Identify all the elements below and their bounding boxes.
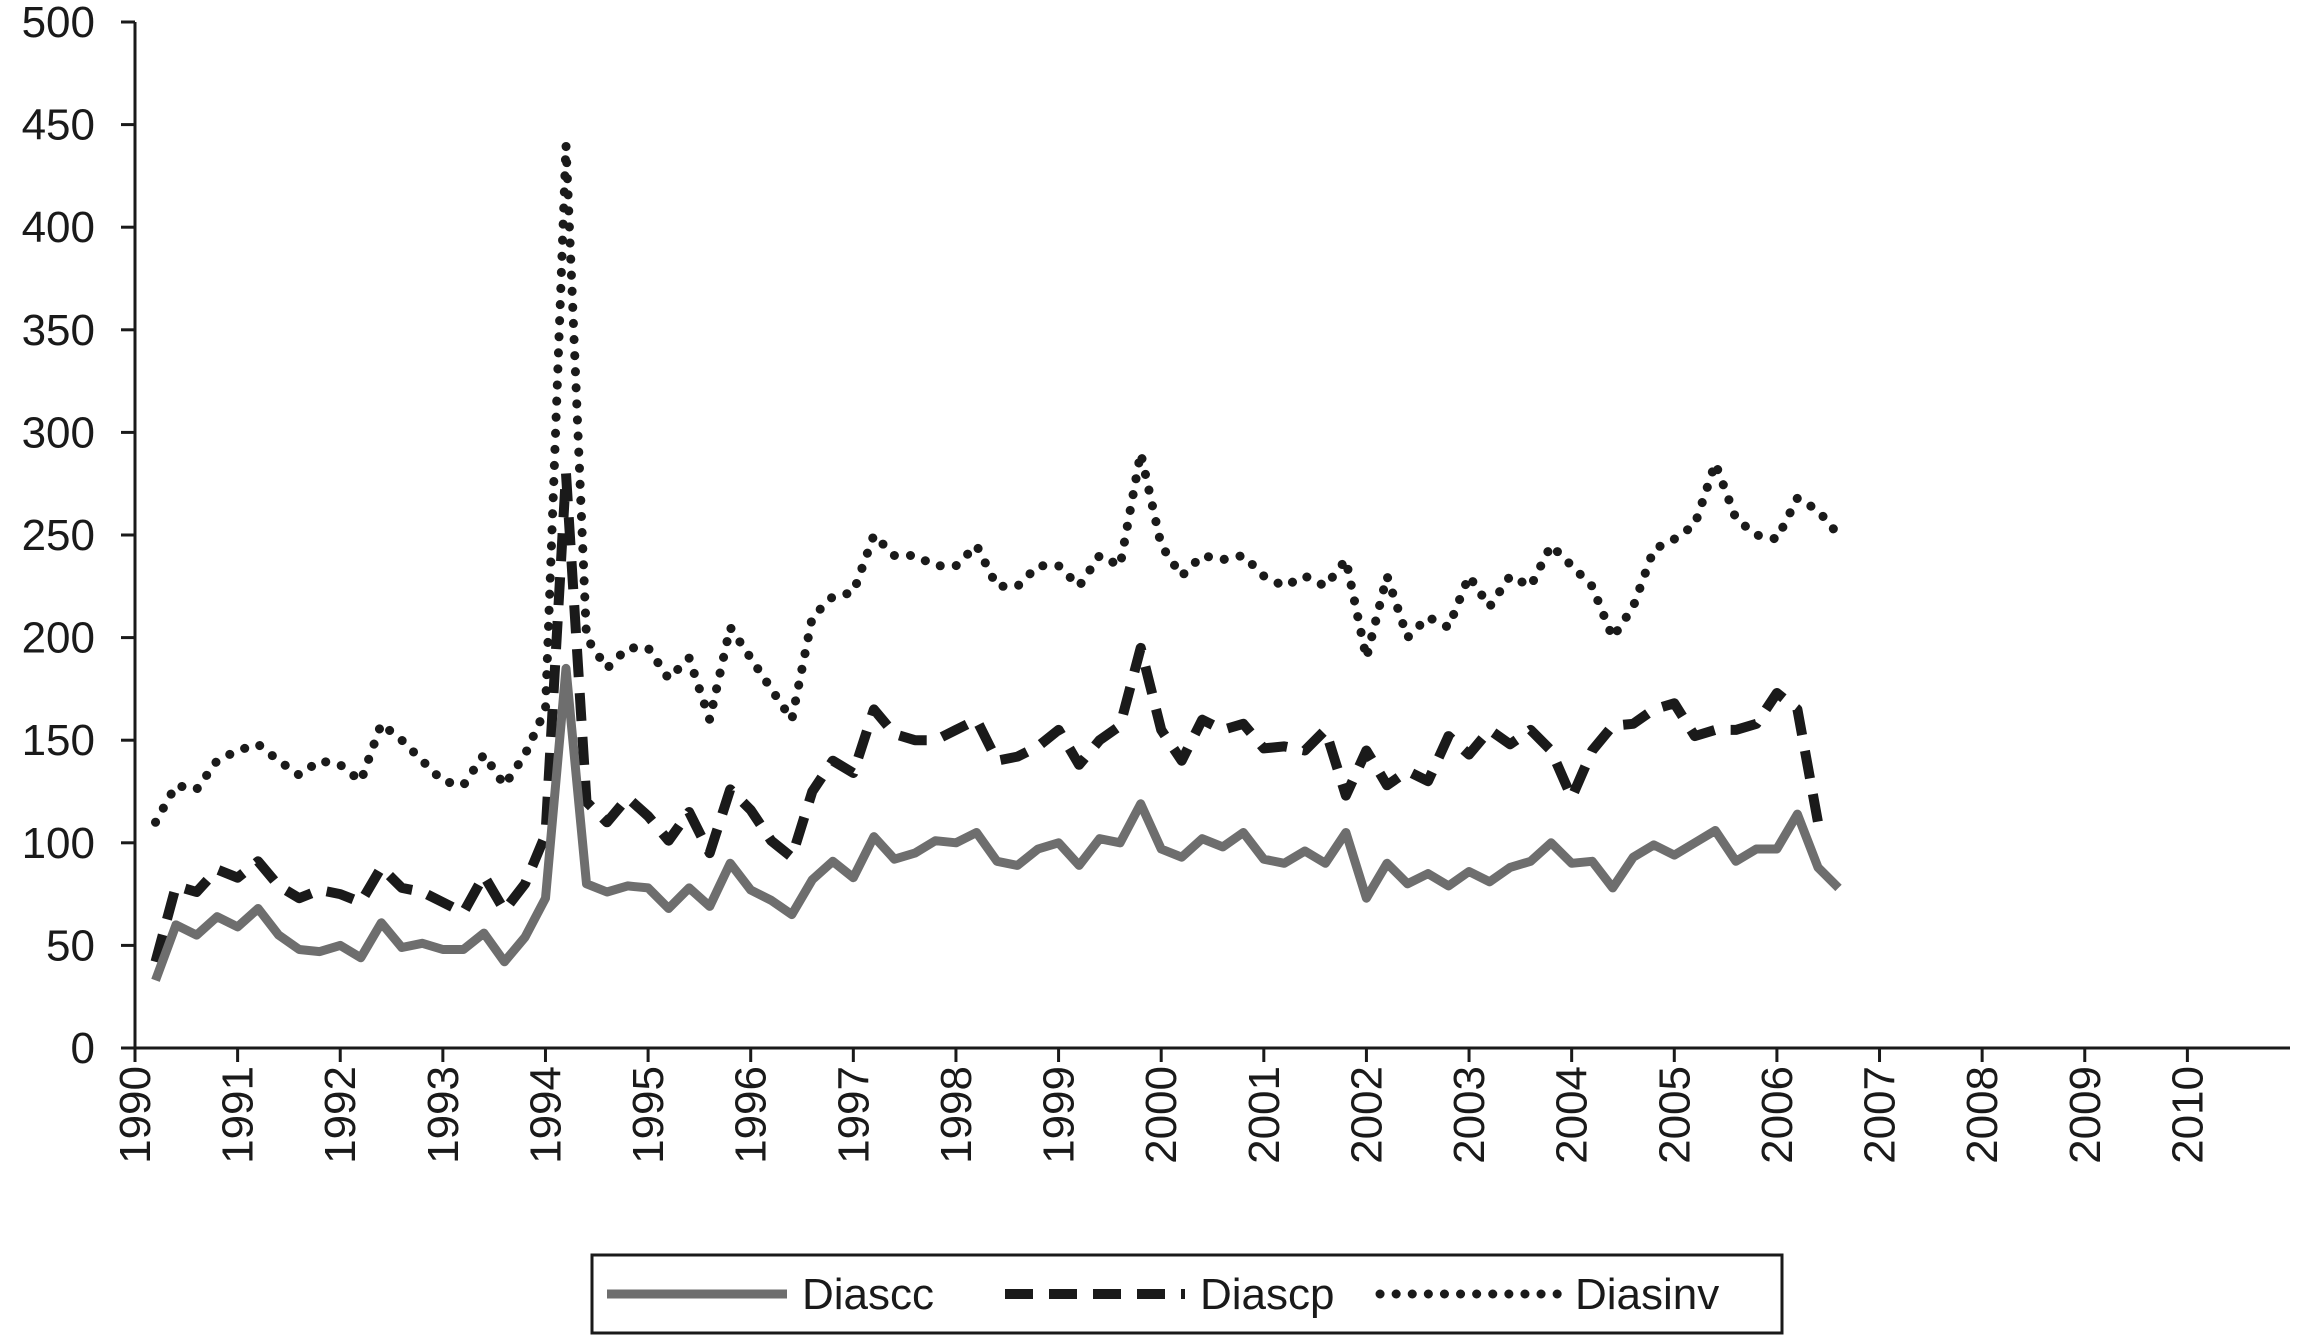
y-tick-label: 300	[22, 408, 95, 457]
x-axis-ticks: 1990 1991 1992 1993 1994 1995 1996 1997 1998 1999…	[111, 1048, 2212, 1164]
y-tick-label: 400	[22, 203, 95, 252]
x-tick-label: 2000	[1137, 1066, 1186, 1164]
x-tick-label: 2005	[1650, 1066, 1699, 1164]
legend: Diascc Diascp Diasinv	[590, 1253, 1784, 1335]
y-tick-label: 500	[22, 0, 95, 47]
x-tick-label: 1993	[419, 1066, 468, 1164]
x-tick-label: 1996	[727, 1066, 776, 1164]
series-layer	[150, 140, 1843, 982]
legend-label-diascc: Diascc	[802, 1270, 934, 1319]
legend-label-diasinv: Diasinv	[1575, 1270, 1719, 1319]
x-tick-label: 1994	[521, 1066, 570, 1164]
x-tick-label: 2006	[1753, 1066, 1802, 1164]
series-line-diascp	[150, 468, 1823, 964]
axes	[133, 22, 2290, 1050]
x-tick-label: 2002	[1342, 1066, 1391, 1164]
x-tick-label: 2008	[1958, 1066, 2007, 1164]
y-axis-ticks: 0 50 100 150 200 250 300 350 400 450 500	[22, 0, 135, 1073]
y-tick-label: 50	[46, 921, 95, 970]
x-tick-label: 1999	[1035, 1066, 1084, 1164]
y-tick-label: 250	[22, 511, 95, 560]
series-line-diascc	[151, 663, 1842, 982]
x-tick-label: 1991	[214, 1066, 263, 1164]
series-line-diasinv	[151, 140, 1843, 827]
x-tick-label: 2007	[1856, 1066, 1905, 1164]
y-tick-label: 200	[22, 614, 95, 663]
x-tick-label: 2010	[2163, 1066, 2212, 1164]
legend-label-diascp: Diascp	[1200, 1270, 1335, 1319]
y-tick-label: 0	[71, 1024, 95, 1073]
y-tick-label: 100	[22, 819, 95, 868]
x-tick-label: 1992	[316, 1066, 365, 1164]
legend-box	[590, 1253, 1784, 1335]
y-tick-label: 150	[22, 716, 95, 765]
y-tick-label: 450	[22, 101, 95, 150]
x-tick-label: 2001	[1240, 1066, 1289, 1164]
x-tick-label: 2003	[1445, 1066, 1494, 1164]
x-tick-label: 1990	[111, 1066, 160, 1164]
x-tick-label: 1995	[624, 1066, 673, 1164]
x-tick-label: 2004	[1548, 1066, 1597, 1164]
x-tick-label: 1998	[932, 1066, 981, 1164]
x-tick-label: 2009	[2061, 1066, 2110, 1164]
y-tick-label: 350	[22, 306, 95, 355]
x-tick-label: 1997	[829, 1066, 878, 1164]
